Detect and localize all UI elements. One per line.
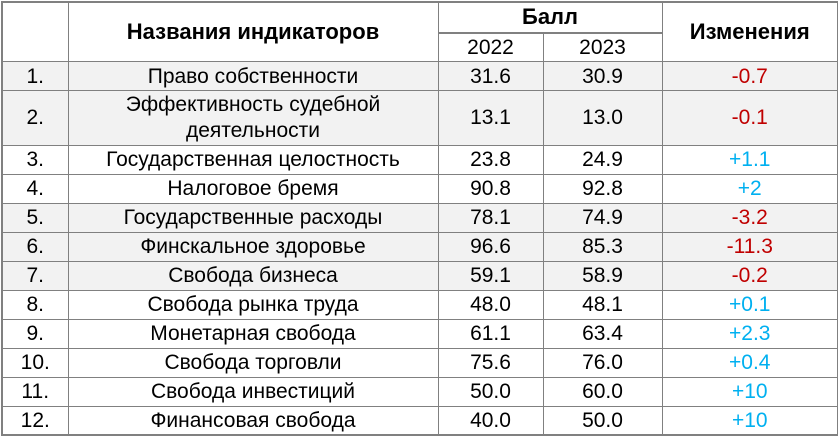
change-value: +10: [661, 405, 838, 436]
change-value: +0.1: [661, 289, 838, 320]
indicator-name: Государственные расходы: [67, 202, 439, 233]
indicator-name: Свобода торговли: [67, 347, 439, 378]
header-row-years: 2022 2023: [2, 32, 838, 63]
header-row-top: Названия индикаторов Балл Изменения: [1, 1, 838, 63]
row-number: 4.: [1, 173, 69, 204]
table-row: 3. Государственная целостность 23.8 24.9…: [1, 144, 838, 175]
score-2023: 48.1: [542, 289, 663, 320]
row-number: 10.: [1, 347, 69, 378]
table-row: 1. Право собственности 31.6 30.9 -0.7: [1, 61, 838, 92]
indicator-name: Право собственности: [67, 61, 439, 92]
indicator-name: Свобода бизнеса: [67, 260, 439, 291]
score-2023: 85.3: [542, 231, 663, 262]
score-2023: 76.0: [542, 347, 663, 378]
score-2023: 63.4: [542, 318, 663, 349]
change-value: +1.1: [661, 144, 838, 175]
indicator-name: Свобода инвестиций: [67, 376, 439, 407]
score-2022: 48.0: [437, 289, 544, 320]
header-year-2022: 2022: [437, 32, 544, 63]
score-2022: 31.6: [437, 61, 544, 92]
score-2022: 90.8: [437, 173, 544, 204]
indicator-name: Финскальное здоровье: [67, 231, 439, 262]
score-2023: 60.0: [542, 376, 663, 407]
table-row: 6. Финскальное здоровье 96.6 85.3 -11.3: [1, 231, 838, 262]
row-number: 8.: [1, 289, 69, 320]
score-2022: 40.0: [437, 405, 544, 436]
header-year-2023: 2023: [542, 32, 663, 63]
change-value: -0.2: [661, 260, 838, 291]
row-number: 9.: [1, 318, 69, 349]
row-number: 3.: [1, 144, 69, 175]
score-2023: 50.0: [542, 405, 663, 436]
score-2022: 61.1: [437, 318, 544, 349]
header-indicator-names: Названия индикаторов: [67, 1, 439, 63]
row-number: 1.: [1, 61, 69, 92]
score-2022: 59.1: [437, 260, 544, 291]
row-number: 5.: [1, 202, 69, 233]
score-2023: 30.9: [542, 61, 663, 92]
indicator-name: Налоговое бремя: [67, 173, 439, 204]
score-2023: 74.9: [542, 202, 663, 233]
table-row: 2. Эффективность судебной деятельности 1…: [1, 90, 838, 146]
table-row: 12. Финансовая свобода 40.0 50.0 +10: [1, 405, 838, 436]
header-changes: Изменения: [661, 1, 838, 63]
table-row: 9. Монетарная свобода 61.1 63.4 +2.3: [1, 318, 838, 349]
score-2023: 13.0: [542, 90, 663, 146]
change-value: +2: [661, 173, 838, 204]
indicator-name: Монетарная свобода: [67, 318, 439, 349]
header-number-cell: [1, 1, 69, 63]
change-value: +0.4: [661, 347, 838, 378]
table-row: 5. Государственные расходы 78.1 74.9 -3.…: [1, 202, 838, 233]
indicator-name: Государственная целостность: [67, 144, 439, 175]
table-row: 7. Свобода бизнеса 59.1 58.9 -0.2: [1, 260, 838, 291]
score-2023: 92.8: [542, 173, 663, 204]
score-2022: 13.1: [437, 90, 544, 146]
indicator-name: Финансовая свобода: [67, 405, 439, 436]
table-body: 1. Право собственности 31.6 30.9 -0.7 2.…: [1, 61, 838, 436]
table-row: 10. Свобода торговли 75.6 76.0 +0.4: [1, 347, 838, 378]
change-value: -3.2: [661, 202, 838, 233]
change-value: -0.7: [661, 61, 838, 92]
score-2023: 58.9: [542, 260, 663, 291]
score-2022: 96.6: [437, 231, 544, 262]
score-2022: 75.6: [437, 347, 544, 378]
row-number: 2.: [1, 90, 69, 146]
score-2022: 50.0: [437, 376, 544, 407]
change-value: -11.3: [661, 231, 838, 262]
row-number: 7.: [1, 260, 69, 291]
table-row: 11. Свобода инвестиций 50.0 60.0 +10: [1, 376, 838, 407]
change-value: +2.3: [661, 318, 838, 349]
change-value: +10: [661, 376, 838, 407]
change-value: -0.1: [661, 90, 838, 146]
score-2022: 23.8: [437, 144, 544, 175]
row-number: 6.: [1, 231, 69, 262]
score-2022: 78.1: [437, 202, 544, 233]
indicator-name: Свобода рынка труда: [67, 289, 439, 320]
table-row: 4. Налоговое бремя 90.8 92.8 +2: [1, 173, 838, 204]
row-number: 11.: [1, 376, 69, 407]
table-row: 8. Свобода рынка труда 48.0 48.1 +0.1: [1, 289, 838, 320]
header-score-group: Балл: [437, 1, 663, 34]
indicator-name: Эффективность судебной деятельности: [67, 90, 439, 146]
table-header: Названия индикаторов Балл Изменения 2022…: [1, 1, 838, 63]
score-2023: 24.9: [542, 144, 663, 175]
row-number: 12.: [1, 405, 69, 436]
